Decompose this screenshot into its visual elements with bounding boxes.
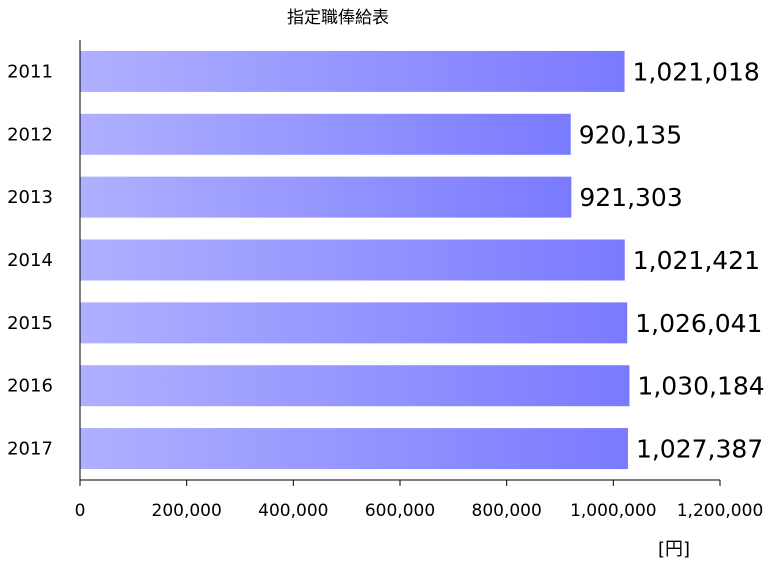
chart-title: 指定職俸給表 [287, 8, 389, 28]
bars-layer [80, 50, 630, 470]
category-label-2014: 2014 [7, 250, 53, 271]
category-label-2011: 2011 [7, 61, 53, 82]
x-tick-label: 200,000 [152, 501, 222, 521]
x-tick-label: 800,000 [472, 501, 542, 521]
x-tick-label: 400,000 [258, 501, 328, 521]
bar-2012 [80, 113, 571, 155]
value-label-2011: 1,021,018 [633, 57, 760, 86]
value-label-2015: 1,026,041 [635, 309, 762, 338]
value-label-2013: 921,303 [579, 183, 682, 212]
bar-2011 [80, 50, 625, 92]
category-label-2012: 2012 [7, 124, 53, 145]
category-label-2013: 2013 [7, 187, 53, 208]
x-tick-label: 0 [75, 501, 86, 521]
value-label-2012: 920,135 [579, 120, 682, 149]
value-labels: 1,021,018 920,135 921,303 1,021,421 1,026,04… [579, 57, 765, 463]
bar-2015 [80, 302, 628, 344]
bar-2016 [80, 365, 630, 407]
bar-2013 [80, 176, 572, 218]
x-axis-ticks: 0 200,000 400,000 600,000 800,000 1,000,000 1,… [75, 480, 764, 521]
category-labels: 2011 2012 2013 2014 2015 2016 2017 [7, 61, 53, 459]
x-tick-label: 1,000,000 [570, 501, 657, 521]
category-label-2015: 2015 [7, 313, 53, 334]
value-label-2016: 1,030,184 [637, 372, 764, 401]
value-label-2017: 1,027,387 [636, 435, 763, 464]
bar-2017 [80, 428, 628, 470]
x-axis-unit-label: [円] [658, 539, 690, 560]
x-tick-label: 600,000 [365, 501, 435, 521]
value-label-2014: 1,021,421 [633, 246, 760, 275]
category-label-2017: 2017 [7, 439, 53, 460]
x-tick-label: 1,200,000 [677, 501, 764, 521]
bar-2014 [80, 239, 625, 281]
category-label-2016: 2016 [7, 376, 53, 397]
